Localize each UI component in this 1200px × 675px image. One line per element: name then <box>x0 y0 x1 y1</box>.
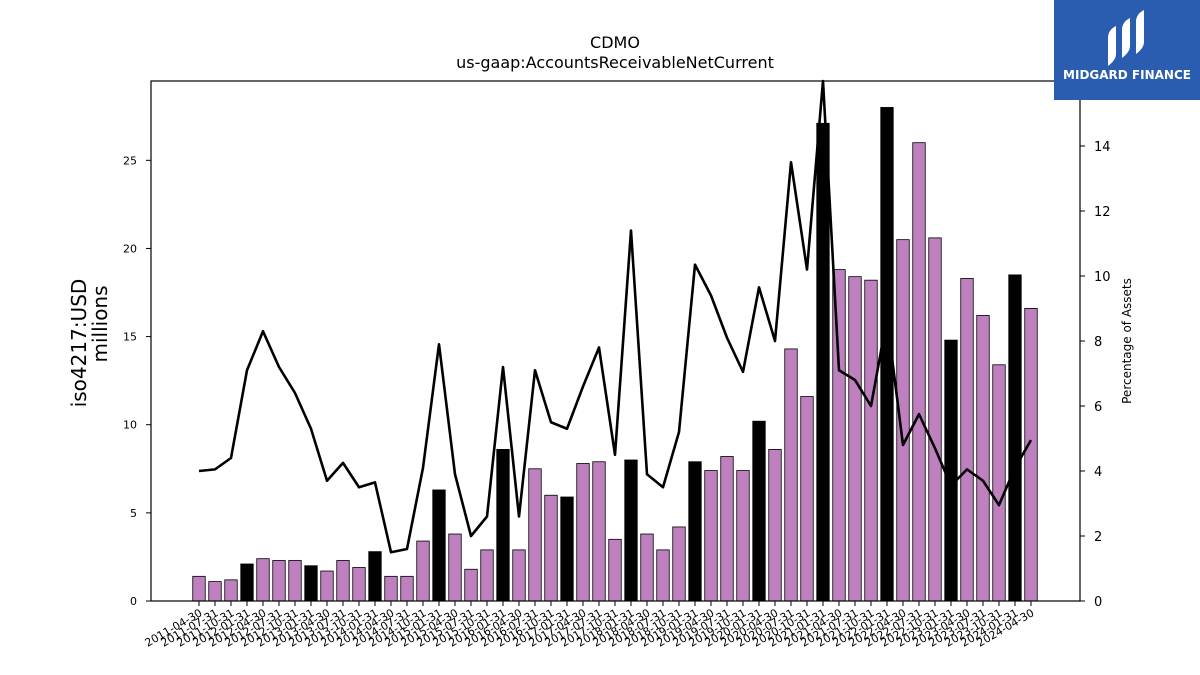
bar-2021-10-31 <box>864 279 878 602</box>
bar-2020-10-31 <box>800 396 814 602</box>
y2-tick-label: 8 <box>1094 335 1102 350</box>
y2-tick-label: 4 <box>1094 465 1102 480</box>
logo-mark-icon <box>1108 10 1144 66</box>
bar-2018-10-31 <box>672 526 686 602</box>
y2-tick-label: 12 <box>1094 205 1111 220</box>
bar-2013-10-31 <box>352 567 366 602</box>
bar-2016-01-31 <box>496 449 510 602</box>
bar-2011-07-31 <box>208 581 222 602</box>
bar-2023-01-31 <box>944 339 958 602</box>
bar-2014-07-31 <box>400 575 414 602</box>
bar-2023-04-30 <box>960 278 974 602</box>
bar-2014-01-31 <box>368 551 382 602</box>
bar-2012-01-31 <box>240 563 254 602</box>
bar-2013-04-30 <box>320 570 334 602</box>
bar-2016-10-31 <box>544 494 558 602</box>
bar-2015-07-31 <box>464 568 478 602</box>
bar-2019-10-31 <box>736 470 750 602</box>
y2-tick-label: 14 <box>1094 140 1111 155</box>
y-tick-label: 10 <box>123 419 137 432</box>
y-tick-label: 25 <box>123 154 137 167</box>
chart-title: CDMO <box>590 33 640 52</box>
bar-2019-01-31 <box>688 461 702 602</box>
bar-2014-04-30 <box>384 575 398 602</box>
bar-2015-04-30 <box>448 533 462 602</box>
bar-2015-10-31 <box>480 549 494 602</box>
bar-2012-07-31 <box>272 560 286 602</box>
bar-2019-04-30 <box>704 470 718 602</box>
bar-2021-04-30 <box>832 269 846 602</box>
bar-2022-10-31 <box>928 237 942 602</box>
bar-2017-10-31 <box>608 538 622 602</box>
line-series-percentage <box>198 79 1033 554</box>
bar-2021-01-31 <box>816 122 830 602</box>
y2-tick-label: 6 <box>1094 400 1102 415</box>
y-axis-label: iso4217:USD <box>67 279 91 408</box>
bar-2020-04-30 <box>768 449 782 602</box>
bar-2023-10-31 <box>992 364 1006 602</box>
bar-2018-01-31 <box>624 459 638 602</box>
bar-2019-07-31 <box>720 456 734 602</box>
logo-text: MIDGARD FINANCE <box>1063 68 1191 82</box>
bar-2018-04-30 <box>640 533 654 602</box>
chart-subtitle: us-gaap:AccountsReceivableNetCurrent <box>456 53 774 72</box>
bar-2017-04-30 <box>576 463 590 602</box>
bar-2012-10-31 <box>288 560 302 602</box>
logo: MIDGARD FINANCE <box>1054 0 1200 100</box>
bar-2016-04-30 <box>512 549 526 602</box>
bar-2016-07-31 <box>528 468 542 602</box>
bar-2013-01-31 <box>304 565 318 602</box>
bar-2023-07-31 <box>976 315 990 602</box>
y2-tick-label: 0 <box>1094 595 1102 610</box>
bar-2022-07-31 <box>912 142 926 602</box>
bar-2013-07-31 <box>336 560 350 602</box>
bar-2021-07-31 <box>848 276 862 602</box>
bar-2015-01-31 <box>432 489 446 602</box>
y2-tick-label: 10 <box>1094 270 1111 285</box>
bar-2012-04-30 <box>256 558 270 602</box>
bar-2018-07-31 <box>656 549 670 602</box>
bar-2011-10-31 <box>224 579 238 602</box>
bar-2014-10-31 <box>416 540 430 602</box>
plot-area: 0510152025024681012142011-04-302011-07-3… <box>123 79 1111 650</box>
bar-2020-01-31 <box>752 420 766 602</box>
y-tick-label: 0 <box>130 595 137 608</box>
bar-2017-01-31 <box>560 496 574 602</box>
y-axis-label-units: millions <box>88 285 112 362</box>
bar-2020-07-31 <box>784 348 798 602</box>
y-tick-label: 5 <box>130 507 137 520</box>
y-tick-label: 15 <box>123 331 137 344</box>
bar-2011-04-30 <box>192 575 206 602</box>
y-tick-label: 20 <box>123 242 137 255</box>
bar-2017-07-31 <box>592 461 606 602</box>
y2-axis-label: Percentage of Assets <box>1120 278 1134 404</box>
bar-2024-01-31 <box>1008 274 1022 602</box>
y2-tick-label: 2 <box>1094 530 1102 545</box>
bar-2024-04-30 <box>1024 307 1038 602</box>
plot-frame <box>150 80 1081 602</box>
